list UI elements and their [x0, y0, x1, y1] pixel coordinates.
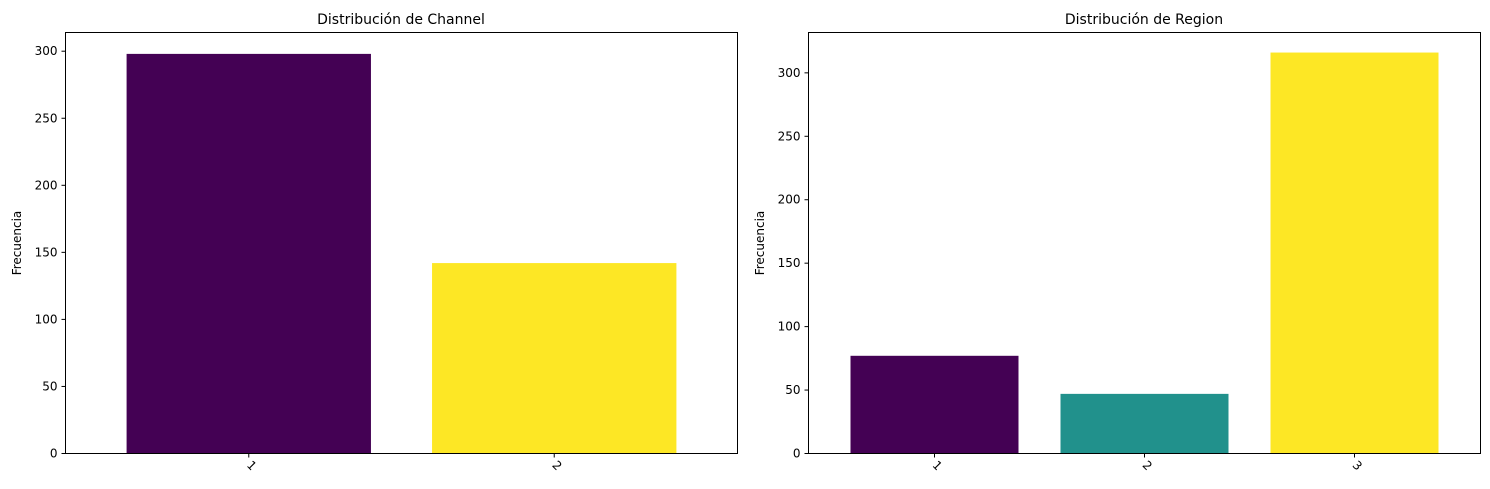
plot-frame	[65, 32, 738, 454]
y-tick-label: 100	[35, 312, 58, 326]
x-tick-label: 1	[930, 458, 945, 473]
y-tick-label: 0	[50, 447, 58, 461]
channel-chart: Distribución de Channel Frecuencia 0 50 10…	[10, 12, 738, 473]
bar-1	[850, 355, 1019, 454]
y-tick-label: 300	[35, 44, 58, 58]
y-tick-label: 250	[778, 129, 801, 143]
region-chart: Distribución de Region Frecuencia 0 50 100…	[753, 12, 1481, 473]
x-tick-label: 3	[1350, 458, 1365, 473]
y-tick-label: 300	[778, 66, 801, 80]
y-tick-label: 200	[778, 193, 801, 207]
bar-2	[432, 263, 677, 454]
chart-title: Distribución de Region	[1065, 12, 1223, 28]
bar-3	[1270, 52, 1439, 454]
y-axis-label: Frecuencia	[10, 211, 24, 276]
x-tick-label: 1	[244, 458, 259, 473]
y-tick-label: 150	[35, 245, 58, 259]
y-tick-label: 250	[35, 111, 58, 125]
y-tick-label: 100	[778, 320, 801, 334]
x-tick-label: 2	[549, 458, 564, 473]
plot-frame	[808, 32, 1481, 454]
y-tick-label: 50	[785, 383, 800, 397]
y-tick-label: 150	[778, 256, 801, 270]
y-tick-label: 0	[793, 447, 801, 461]
chart-title: Distribución de Channel	[317, 12, 485, 28]
bar-2	[1060, 393, 1229, 454]
y-axis-label: Frecuencia	[753, 211, 767, 276]
y-tick-label: 200	[35, 178, 58, 192]
y-tick-label: 50	[42, 379, 57, 393]
x-tick-label: 2	[1140, 458, 1155, 473]
bar-1	[126, 53, 371, 454]
